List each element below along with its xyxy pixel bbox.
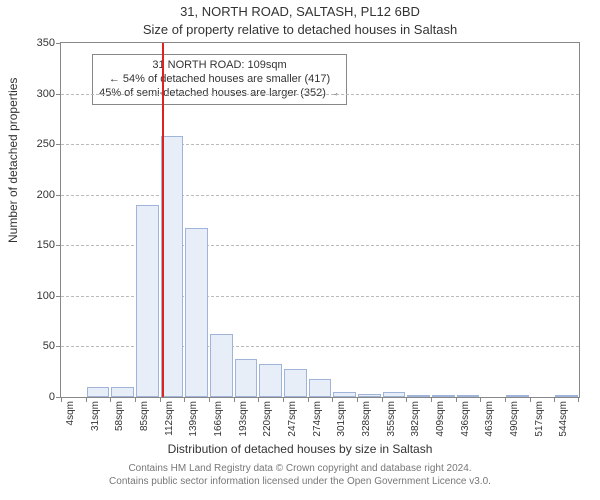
ytick-label: 150 [37, 239, 55, 251]
xtick-label: 544sqm [558, 401, 569, 437]
x-axis-label: Distribution of detached houses by size … [0, 442, 600, 456]
footer-line-1: Contains HM Land Registry data © Crown c… [0, 462, 600, 475]
xtick-label: 193sqm [238, 401, 249, 437]
histogram-bar [555, 395, 578, 397]
ytick-mark [56, 346, 61, 347]
xtick-mark [135, 397, 136, 402]
ytick-label: 250 [37, 138, 55, 150]
xtick-mark [308, 397, 309, 402]
histogram-bar [235, 359, 258, 397]
ytick-mark [56, 144, 61, 145]
xtick-mark [406, 397, 407, 402]
xtick-mark [61, 397, 62, 402]
xtick-mark [505, 397, 506, 402]
xtick-mark [382, 397, 383, 402]
histogram-bar [210, 334, 233, 397]
annotation-line-0: 31 NORTH ROAD: 109sqm [99, 58, 340, 72]
xtick-mark [332, 397, 333, 402]
xtick-label: 220sqm [262, 401, 273, 437]
ytick-mark [56, 245, 61, 246]
xtick-label: 112sqm [164, 401, 175, 436]
xtick-label: 436sqm [460, 401, 471, 437]
xtick-label: 355sqm [386, 401, 397, 437]
plot-area: 31 NORTH ROAD: 109sqm← 54% of detached h… [60, 42, 580, 398]
footer-line-2: Contains public sector information licen… [0, 475, 600, 488]
xtick-mark [283, 397, 284, 402]
chart-subtitle: Size of property relative to detached ho… [0, 22, 600, 37]
xtick-mark [184, 397, 185, 402]
xtick-mark [578, 397, 579, 402]
property-size-chart: 31, NORTH ROAD, SALTASH, PL12 6BD Size o… [0, 0, 600, 500]
xtick-label: 166sqm [213, 401, 224, 437]
ytick-label: 100 [37, 290, 55, 302]
xtick-label: 85sqm [139, 401, 150, 431]
xtick-mark [86, 397, 87, 402]
histogram-bar [432, 395, 455, 397]
xtick-mark [110, 397, 111, 402]
ytick-mark [56, 195, 61, 196]
ytick-label: 200 [37, 189, 55, 201]
xtick-label: 463sqm [484, 401, 495, 437]
xtick-mark [258, 397, 259, 402]
ytick-label: 300 [37, 88, 55, 100]
xtick-label: 247sqm [287, 401, 298, 437]
histogram-bar [136, 205, 159, 397]
histogram-bar [506, 395, 529, 397]
gridline [61, 94, 579, 95]
histogram-bar [383, 392, 406, 397]
chart-title-address: 31, NORTH ROAD, SALTASH, PL12 6BD [0, 4, 600, 19]
xtick-label: 301sqm [336, 401, 347, 437]
histogram-bar [284, 369, 307, 397]
histogram-bar [161, 136, 184, 397]
gridline [61, 144, 579, 145]
xtick-label: 490sqm [509, 401, 520, 437]
y-axis-label: Number of detached properties [6, 78, 20, 243]
xtick-mark [456, 397, 457, 402]
marker-annotation: 31 NORTH ROAD: 109sqm← 54% of detached h… [92, 54, 347, 105]
xtick-label: 328sqm [361, 401, 372, 437]
property-marker-line [162, 43, 164, 397]
xtick-label: 31sqm [90, 401, 101, 431]
ytick-mark [56, 43, 61, 44]
ytick-mark [56, 296, 61, 297]
xtick-label: 382sqm [410, 401, 421, 437]
xtick-mark [431, 397, 432, 402]
xtick-label: 274sqm [312, 401, 323, 437]
xtick-label: 517sqm [534, 401, 545, 437]
histogram-bar [185, 228, 208, 397]
gridline [61, 195, 579, 196]
histogram-bar [358, 394, 381, 397]
histogram-bar [309, 379, 332, 397]
histogram-bar [87, 387, 110, 397]
histogram-bar [111, 387, 134, 397]
xtick-label: 4sqm [65, 401, 76, 425]
histogram-bar [457, 395, 480, 397]
ytick-label: 50 [43, 340, 55, 352]
xtick-mark [530, 397, 531, 402]
histogram-bar [407, 395, 430, 397]
footer-attribution: Contains HM Land Registry data © Crown c… [0, 462, 600, 488]
ytick-mark [56, 94, 61, 95]
annotation-line-1: ← 54% of detached houses are smaller (41… [99, 72, 340, 86]
xtick-label: 139sqm [188, 401, 199, 437]
xtick-label: 58sqm [114, 401, 125, 431]
ytick-label: 0 [49, 391, 55, 403]
xtick-mark [357, 397, 358, 402]
histogram-bar [259, 364, 282, 397]
xtick-mark [160, 397, 161, 402]
xtick-label: 409sqm [435, 401, 446, 437]
xtick-mark [554, 397, 555, 402]
histogram-bar [333, 392, 356, 397]
xtick-mark [209, 397, 210, 402]
xtick-mark [480, 397, 481, 402]
ytick-label: 350 [37, 37, 55, 49]
xtick-mark [234, 397, 235, 402]
